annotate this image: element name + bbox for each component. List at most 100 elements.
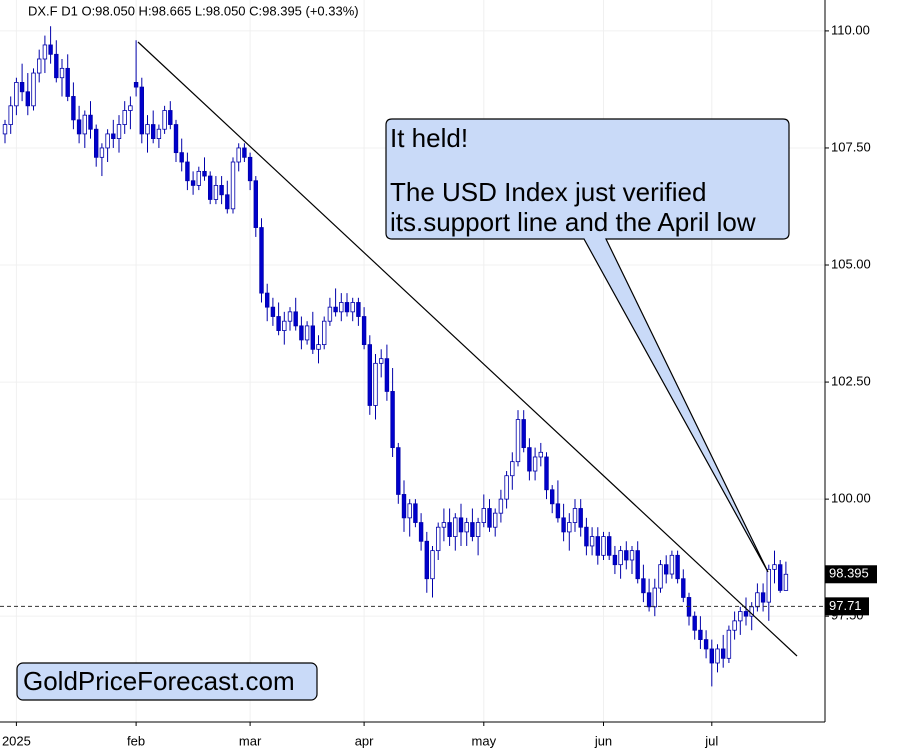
x-tick-label: feb bbox=[127, 733, 145, 748]
candle-body bbox=[629, 550, 635, 561]
candle-body bbox=[555, 503, 561, 519]
candle-body bbox=[247, 156, 253, 182]
candle-body bbox=[339, 302, 344, 313]
callout bbox=[385, 118, 790, 573]
candle-body bbox=[504, 475, 509, 500]
candle-body bbox=[470, 522, 475, 537]
candle-body bbox=[59, 67, 65, 79]
candle-body bbox=[755, 592, 760, 608]
candle-body bbox=[219, 185, 224, 196]
candle-body bbox=[595, 536, 600, 556]
candle-body bbox=[464, 522, 469, 533]
candle-body bbox=[293, 311, 298, 327]
last-price-tag bbox=[825, 565, 877, 584]
candle-body bbox=[772, 564, 777, 570]
candle-body bbox=[515, 419, 521, 463]
last-price-label: 98.395 bbox=[829, 566, 869, 581]
candle-body bbox=[42, 44, 48, 60]
candle-body bbox=[276, 316, 281, 331]
candle-body bbox=[612, 554, 618, 566]
candle-body bbox=[31, 72, 36, 107]
candle-body bbox=[321, 320, 327, 346]
candle-body bbox=[715, 648, 720, 664]
candle-body bbox=[344, 302, 350, 313]
candle-body bbox=[25, 91, 30, 107]
candle-body bbox=[538, 451, 543, 458]
candle-body bbox=[726, 629, 732, 659]
x-tick-label: 2025 bbox=[2, 733, 31, 748]
candle-body bbox=[435, 526, 441, 552]
candle-body bbox=[299, 325, 304, 341]
candle-body bbox=[270, 306, 276, 317]
candle-body bbox=[572, 508, 578, 523]
candle-body bbox=[179, 152, 184, 163]
candle-body bbox=[373, 362, 378, 406]
candle-body bbox=[196, 170, 201, 186]
candle-body bbox=[424, 540, 429, 580]
candle-body bbox=[82, 114, 87, 135]
reference-tag bbox=[825, 597, 869, 616]
candle-body bbox=[361, 316, 367, 346]
candle-body bbox=[99, 147, 105, 158]
candle-body bbox=[37, 58, 42, 74]
annotation: The USD Index just verified bbox=[390, 177, 706, 207]
candle-body bbox=[418, 522, 424, 542]
candle-body bbox=[242, 147, 247, 158]
candle-body bbox=[88, 114, 93, 130]
candle-body bbox=[333, 306, 338, 313]
candle-body bbox=[441, 522, 447, 528]
candle-body bbox=[401, 494, 407, 519]
candle-body bbox=[778, 564, 783, 591]
candle-body bbox=[413, 503, 418, 523]
candle-body bbox=[350, 302, 355, 313]
candle-body bbox=[492, 512, 498, 528]
candle-body bbox=[738, 611, 743, 622]
candle-body bbox=[202, 170, 207, 177]
x-tick-label: jul bbox=[704, 733, 718, 748]
brand: GoldPriceForecast.com bbox=[23, 666, 295, 696]
x-tick-label: apr bbox=[355, 733, 374, 748]
candle-body bbox=[367, 344, 372, 406]
candle-body bbox=[128, 105, 133, 111]
candle-body bbox=[521, 419, 526, 449]
annotation: It held! bbox=[390, 123, 468, 153]
candle-body bbox=[105, 133, 110, 149]
candle-body bbox=[669, 554, 675, 575]
candle-body bbox=[732, 620, 737, 631]
candle-body bbox=[48, 44, 53, 55]
candle-body bbox=[447, 522, 452, 537]
candle-body bbox=[675, 554, 680, 580]
candle-body bbox=[173, 124, 179, 154]
candle-body bbox=[692, 615, 697, 631]
trend-line bbox=[137, 41, 798, 657]
candle-body bbox=[54, 53, 59, 79]
candle-body bbox=[156, 128, 162, 139]
candle-body bbox=[122, 110, 127, 125]
candle-body bbox=[396, 447, 401, 495]
candle-body bbox=[71, 96, 76, 121]
candle-body bbox=[698, 629, 703, 640]
candle-body bbox=[664, 564, 669, 575]
grid bbox=[0, 0, 825, 722]
candle-body bbox=[390, 391, 395, 449]
candle-body bbox=[641, 578, 646, 594]
candle-body bbox=[635, 550, 640, 580]
candle-body bbox=[139, 86, 144, 135]
candle-body bbox=[527, 447, 532, 472]
candle-body bbox=[356, 302, 361, 317]
candle-body bbox=[458, 517, 464, 533]
candles bbox=[2, 26, 789, 687]
candle-body bbox=[2, 124, 8, 135]
candle-body bbox=[76, 119, 82, 135]
candle-body bbox=[236, 147, 241, 163]
candle-body bbox=[310, 325, 315, 350]
annotation: its.support line and the April low bbox=[390, 207, 756, 237]
candle-body bbox=[264, 292, 270, 308]
candle-body bbox=[14, 82, 19, 107]
candle-body bbox=[487, 508, 492, 528]
y-tick-label: 110.00 bbox=[831, 22, 870, 37]
candle-body bbox=[145, 124, 150, 135]
candle-body bbox=[133, 82, 139, 88]
candle-body bbox=[658, 564, 663, 589]
candle-body bbox=[783, 573, 789, 591]
